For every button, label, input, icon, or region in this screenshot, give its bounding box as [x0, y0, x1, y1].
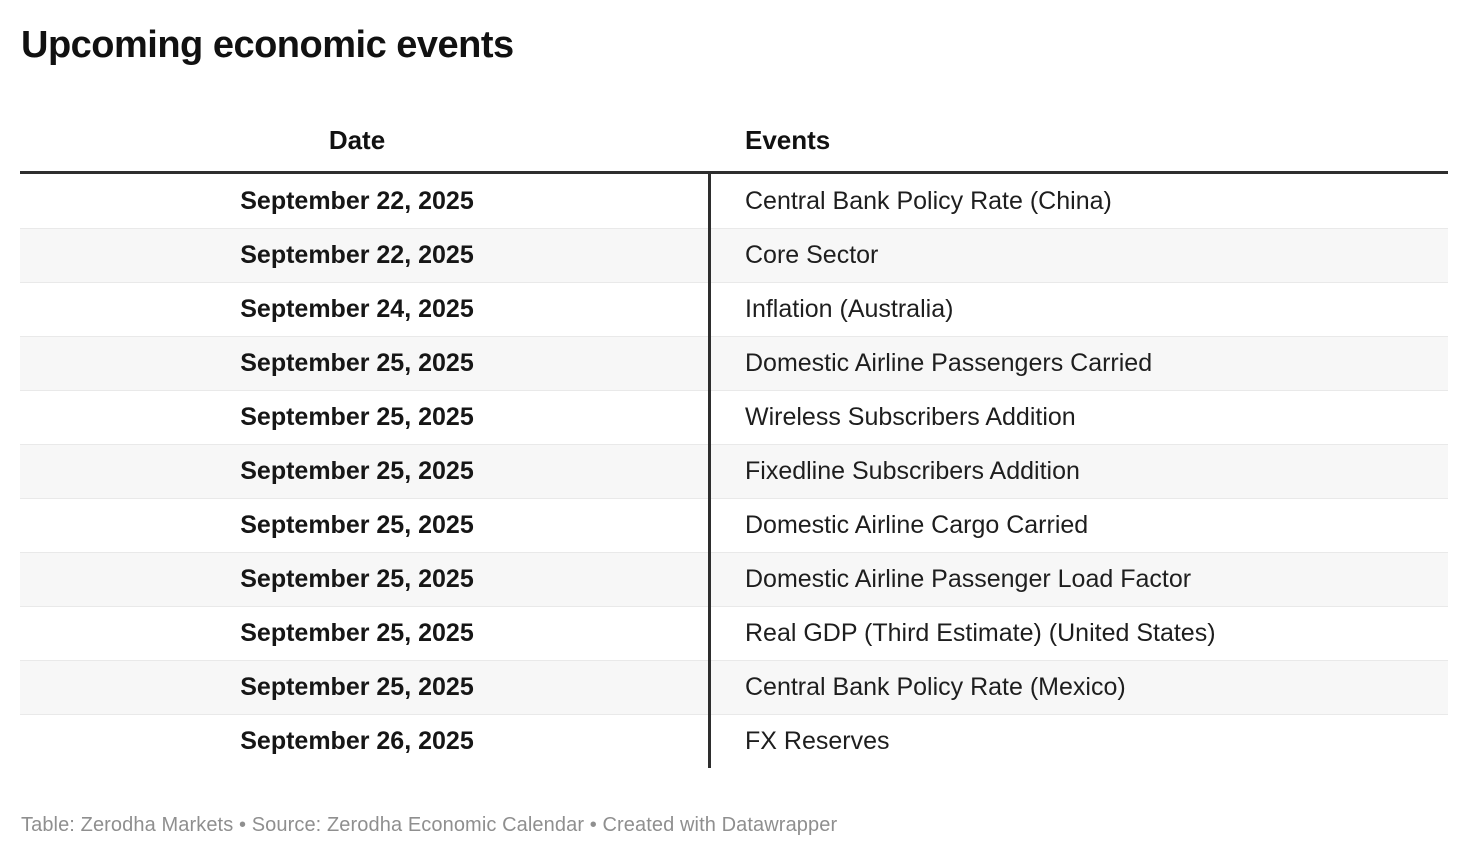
date-cell: September 25, 2025	[240, 619, 474, 647]
event-cell: Fixedline Subscribers Addition	[745, 457, 1080, 485]
table-row: September 22, 2025 Core Sector	[20, 228, 1448, 282]
date-cell: September 22, 2025	[240, 186, 474, 215]
date-cell: September 25, 2025	[240, 565, 474, 593]
column-header-date: Date	[328, 125, 386, 155]
event-cell: Inflation (Australia)	[745, 295, 954, 323]
date-cell: September 24, 2025	[240, 295, 474, 323]
table-row: September 25, 2025 Central Bank Policy Ra…	[20, 660, 1448, 714]
event-cell: Wireless Subscribers Addition	[745, 403, 1076, 431]
date-cell: September 25, 2025	[240, 403, 474, 431]
event-cell: Domestic Airline Cargo Carried	[745, 511, 1089, 539]
table-row: September 25, 2025 Domestic Airline Passe…	[20, 336, 1448, 390]
date-cell: September 25, 2025	[240, 349, 474, 377]
date-cell: September 26, 2025	[240, 727, 474, 755]
event-cell: Central Bank Policy Rate (China)	[745, 186, 1112, 215]
date-cell: September 25, 2025	[240, 457, 474, 485]
table-row: September 25, 2025 Real GDP (Third Estima…	[20, 606, 1448, 660]
table-row: September 25, 2025 Domestic Airline Cargo…	[20, 498, 1448, 552]
table-row: September 25, 2025 Fixedline Subscribers …	[20, 444, 1448, 498]
event-cell: Central Bank Policy Rate (Mexico)	[745, 673, 1126, 701]
page-title: Upcoming economic events	[21, 24, 514, 66]
table-row: September 25, 2025 Wireless Subscribers A…	[20, 390, 1448, 444]
date-cell: September 25, 2025	[240, 511, 474, 539]
event-cell: Domestic Airline Passengers Carried	[745, 349, 1153, 377]
date-cell: September 22, 2025	[240, 241, 474, 269]
table-header-row: Date Events	[20, 110, 1448, 174]
event-cell: FX Reserves	[745, 727, 890, 755]
date-cell: September 25, 2025	[240, 673, 474, 701]
event-cell: Real GDP (Third Estimate) (United States…	[745, 619, 1216, 647]
event-cell: Domestic Airline Passenger Load Factor	[745, 565, 1192, 593]
table-row: September 25, 2025 Domestic Airline Passe…	[20, 552, 1448, 606]
table-chart-container: Upcoming economic events Date Events Sep…	[0, 24, 1468, 837]
column-header-events: Events	[745, 125, 831, 155]
event-cell: Core Sector	[745, 241, 879, 269]
table-row: September 26, 2025 FX Reserves	[20, 714, 1448, 768]
table-body: September 22, 2025 Central Bank Policy Ra…	[20, 174, 1448, 768]
table-row: September 24, 2025 Inflation (Australia)	[20, 282, 1448, 336]
table-row: September 22, 2025 Central Bank Policy Ra…	[20, 174, 1448, 228]
attribution-line: Table: Zerodha Markets • Source: Zerodha…	[21, 814, 838, 836]
column-divider-rule	[708, 174, 711, 768]
